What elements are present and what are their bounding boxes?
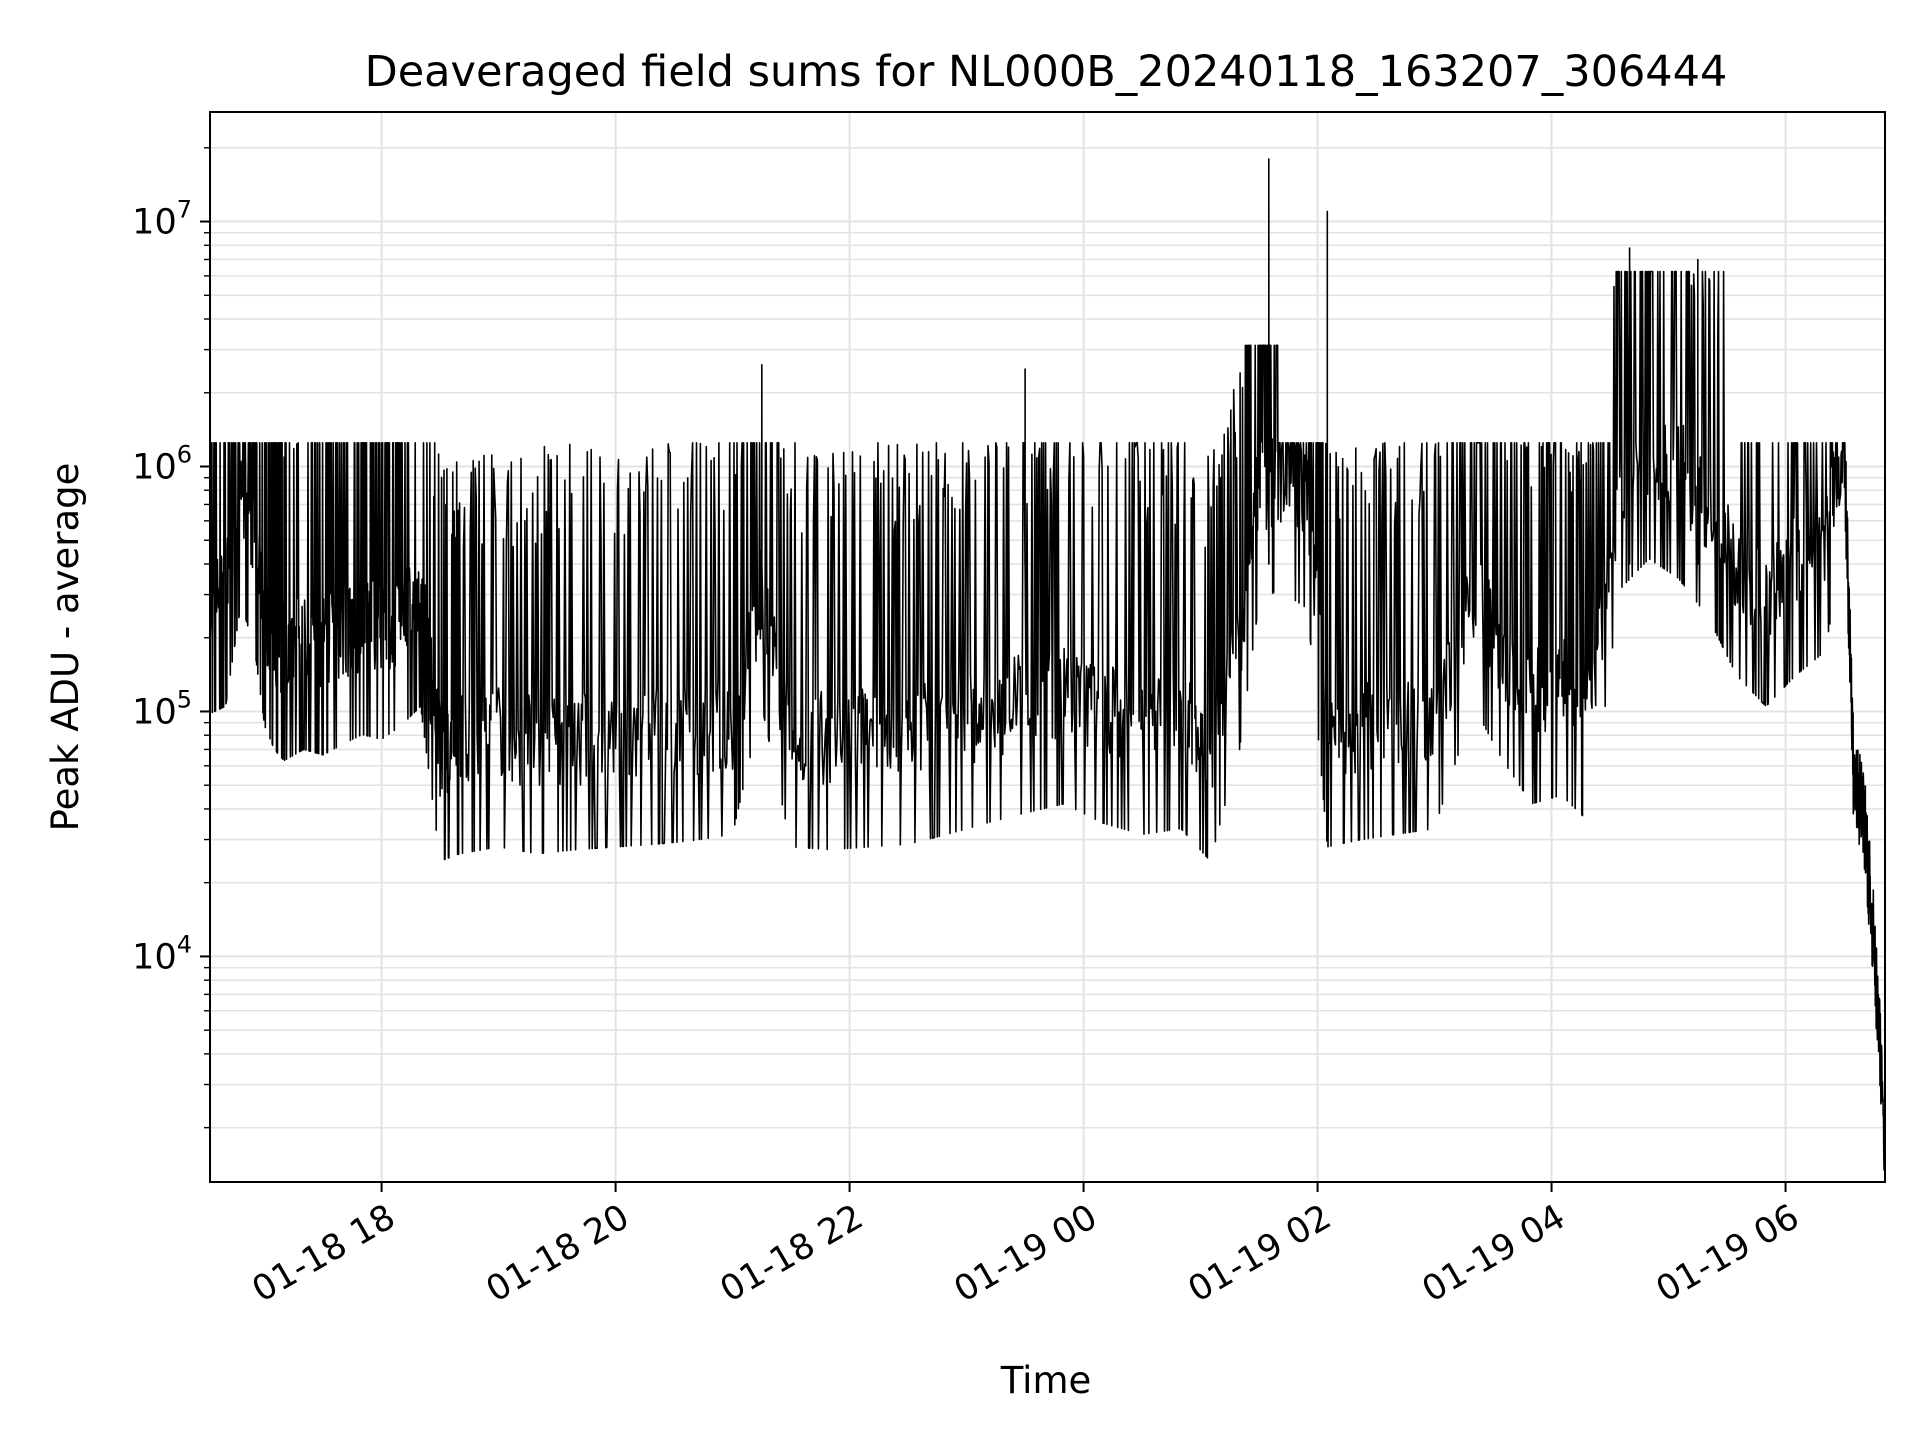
series-path (209, 158, 1886, 1171)
y-axis: 104 105 106 107 (132, 147, 210, 1129)
plot-frame (209, 111, 1886, 1183)
y-tick-label: 106 (132, 441, 192, 488)
series-line (209, 158, 1886, 1171)
y-axis-label: Peak ADU - average (44, 463, 87, 832)
y-tick-label: 105 (132, 685, 192, 732)
y-tick-label: 104 (132, 930, 192, 977)
x-axis-label: Time (1000, 1359, 1092, 1402)
y-tick-label: 107 (132, 196, 192, 243)
chart-title: Deaveraged field sums for NL000B_2024011… (365, 47, 1728, 97)
